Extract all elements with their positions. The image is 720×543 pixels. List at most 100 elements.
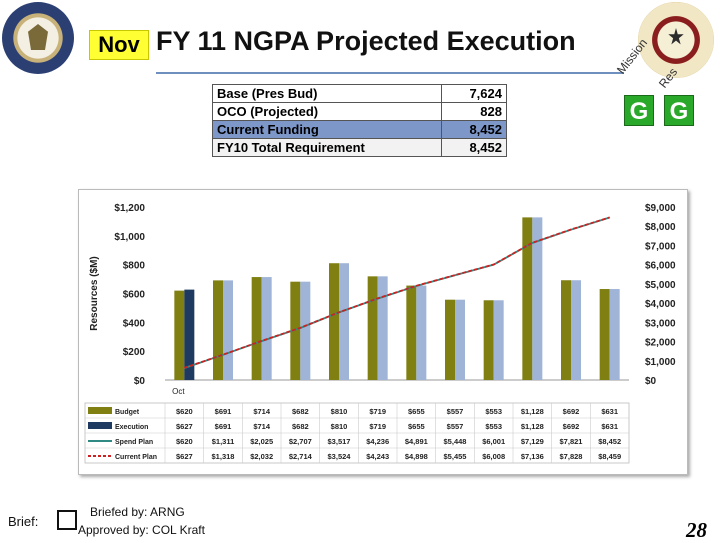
status-badge-mission: G [624,95,654,126]
data-table-cell: $4,243 [366,452,389,461]
status-badge-resources: G [664,95,694,126]
data-table-cell: $7,821 [560,437,583,446]
right-tick-label: $6,000 [645,261,676,272]
brief-label: Brief: [8,514,39,529]
data-table-cell: $7,129 [521,437,544,446]
current-plan-line [184,216,610,369]
table-row: Base (Pres Bud) 7,624 [212,84,507,103]
execution-bar [223,280,233,380]
briefed-by: Briefed by: ARNG [90,505,185,519]
budget-bar [561,280,571,380]
left-tick-label: $0 [134,376,146,387]
data-table-cell: $557 [447,407,464,416]
left-tick-label: $1,200 [114,203,145,214]
data-table-cell: $714 [253,422,271,431]
category-label: Oct [172,387,185,396]
execution-bar [300,281,311,380]
left-tick-label: $600 [123,290,146,301]
data-table-cell: $8,452 [598,437,621,446]
data-table-cell: $553 [485,422,502,431]
data-table-cell: $692 [563,422,580,431]
right-tick-label: $9,000 [645,203,676,214]
data-table-cell: $1,318 [212,452,235,461]
army-seal-logo [2,2,74,74]
data-table-cell: $1,128 [521,422,544,431]
right-tick-label: $0 [645,376,657,387]
execution-bar [339,263,349,380]
data-table-cell: $719 [369,422,386,431]
data-table-cell: $5,448 [444,437,467,446]
left-tick-label: $400 [123,318,146,329]
data-table-cell: $682 [292,422,309,431]
eagle-emblem-icon [28,24,48,50]
data-table-cell: $7,136 [521,452,544,461]
right-tick-label: $4,000 [645,299,676,310]
budget-bar [599,289,610,380]
data-table-cell: $620 [176,437,193,446]
left-tick-label: $200 [123,347,146,358]
right-tick-label: $2,000 [645,338,676,349]
budget-bar [367,276,378,380]
page-title: FY 11 NGPA Projected Execution [156,26,576,56]
execution-bar [455,299,465,380]
data-table-cell: $5,455 [444,452,467,461]
approved-by: Approved by: COL Kraft [78,523,205,537]
data-table-cell: $6,008 [482,452,505,461]
budget-bar [174,290,185,380]
data-table-cell: $4,236 [366,437,389,446]
right-tick-label: $3,000 [645,318,676,329]
data-table-cell: $3,524 [328,452,352,461]
data-table-cell: $691 [215,407,232,416]
data-table-cell: $655 [408,422,425,431]
data-table-cell: $631 [601,422,618,431]
execution-bar [416,285,427,380]
funding-value: 828 [441,102,507,121]
execution-bar [571,280,581,380]
data-table-cell: $3,517 [328,437,351,446]
data-table-cell: $4,898 [405,452,428,461]
funding-table: Base (Pres Bud) 7,624 OCO (Projected) 82… [212,84,507,157]
legend-swatch [88,407,112,414]
budget-bar [483,300,494,380]
funding-value: 8,452 [441,120,507,139]
data-table-cell: $627 [176,452,193,461]
execution-bar [184,289,195,380]
page-number: 28 [686,518,707,542]
title-divider [156,72,624,74]
left-tick-label: $800 [123,261,146,272]
data-table-cell: $810 [331,422,348,431]
execution-bar [532,217,543,380]
y-axis-title: Resources ($M) [89,256,100,330]
data-table-cell: $8,459 [598,452,621,461]
data-table-cell: $719 [369,407,386,416]
execution-chart: $0 $200 $400 $600 $800 $1,000 $1,200 $0 $1,000 $2… [84,203,676,464]
budget-bar [445,299,455,380]
data-table-cell: $810 [331,407,348,416]
funding-value: 7,624 [441,84,507,103]
budget-bar [213,280,223,380]
execution-chart-frame: $0 $200 $400 $600 $800 $1,000 $1,200 $0 $1,000 $2… [78,189,688,475]
brief-checkbox[interactable] [57,510,77,530]
data-table-cell: $553 [485,407,502,416]
data-table-cell: $627 [176,422,193,431]
left-tick-label: $1,000 [114,232,145,243]
budget-bar [406,285,417,380]
legend-label: Spend Plan [115,439,153,446]
legend-label: Execution [115,424,148,431]
data-table-cell: $6,001 [482,437,505,446]
funding-label: FY10 Total Requirement [212,138,442,157]
data-table-cell: $2,032 [250,452,273,461]
data-table-cell: $557 [447,422,464,431]
legend-label: Current Plan [115,454,157,461]
budget-bar [522,217,533,380]
table-row-total: FY10 Total Requirement 8,452 [212,138,507,157]
data-table-cell: $714 [253,407,271,416]
data-table-cell: $7,828 [560,452,583,461]
data-table-cell: $682 [292,407,309,416]
table-row: OCO (Projected) 828 [212,102,507,121]
data-table-cell: $655 [408,407,425,416]
funding-label: Current Funding [212,120,442,139]
right-tick-label: $1,000 [645,357,676,368]
legend-swatch [88,422,112,429]
budget-bar [329,263,339,380]
